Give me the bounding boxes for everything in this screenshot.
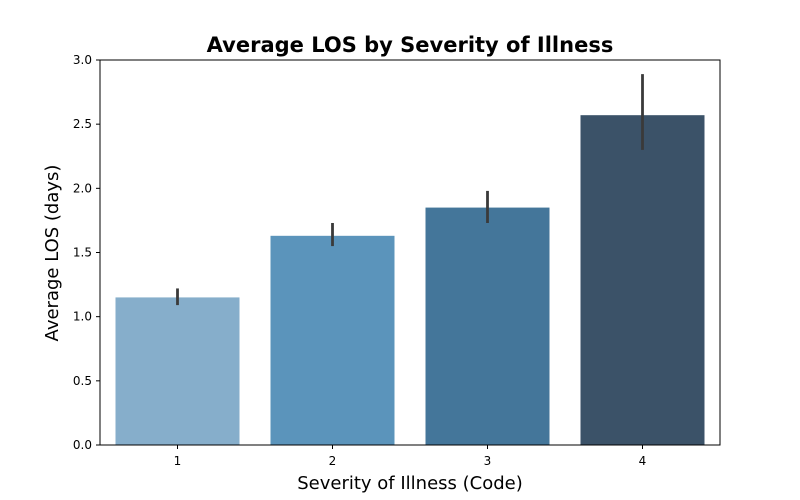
x-tick-label: 1 bbox=[174, 454, 182, 468]
bar-3 bbox=[425, 207, 550, 445]
y-tick-label: 1.5 bbox=[73, 246, 92, 260]
bar-4 bbox=[580, 115, 705, 445]
chart-title: Average LOS by Severity of Illness bbox=[207, 33, 614, 57]
y-tick-label: 0.5 bbox=[73, 374, 92, 388]
bar-2 bbox=[270, 235, 395, 445]
y-tick-label: 0.0 bbox=[73, 438, 92, 452]
plot-area: 0.0 0.5 1.0 1.5 2.0 2.5 3.0 1 2 3 4 bbox=[73, 53, 721, 468]
y-tick-label: 2.0 bbox=[73, 181, 92, 195]
y-axis-label: Average LOS (days) bbox=[42, 165, 63, 342]
bar-1 bbox=[115, 297, 240, 445]
y-tick-label: 2.5 bbox=[73, 117, 92, 131]
x-tick-label: 3 bbox=[484, 454, 492, 468]
x-tick-label: 4 bbox=[639, 454, 647, 468]
x-tick-label: 2 bbox=[329, 454, 337, 468]
x-axis-label: Severity of Illness (Code) bbox=[297, 473, 523, 494]
y-tick-label: 1.0 bbox=[73, 310, 92, 324]
y-tick-label: 3.0 bbox=[73, 53, 92, 67]
